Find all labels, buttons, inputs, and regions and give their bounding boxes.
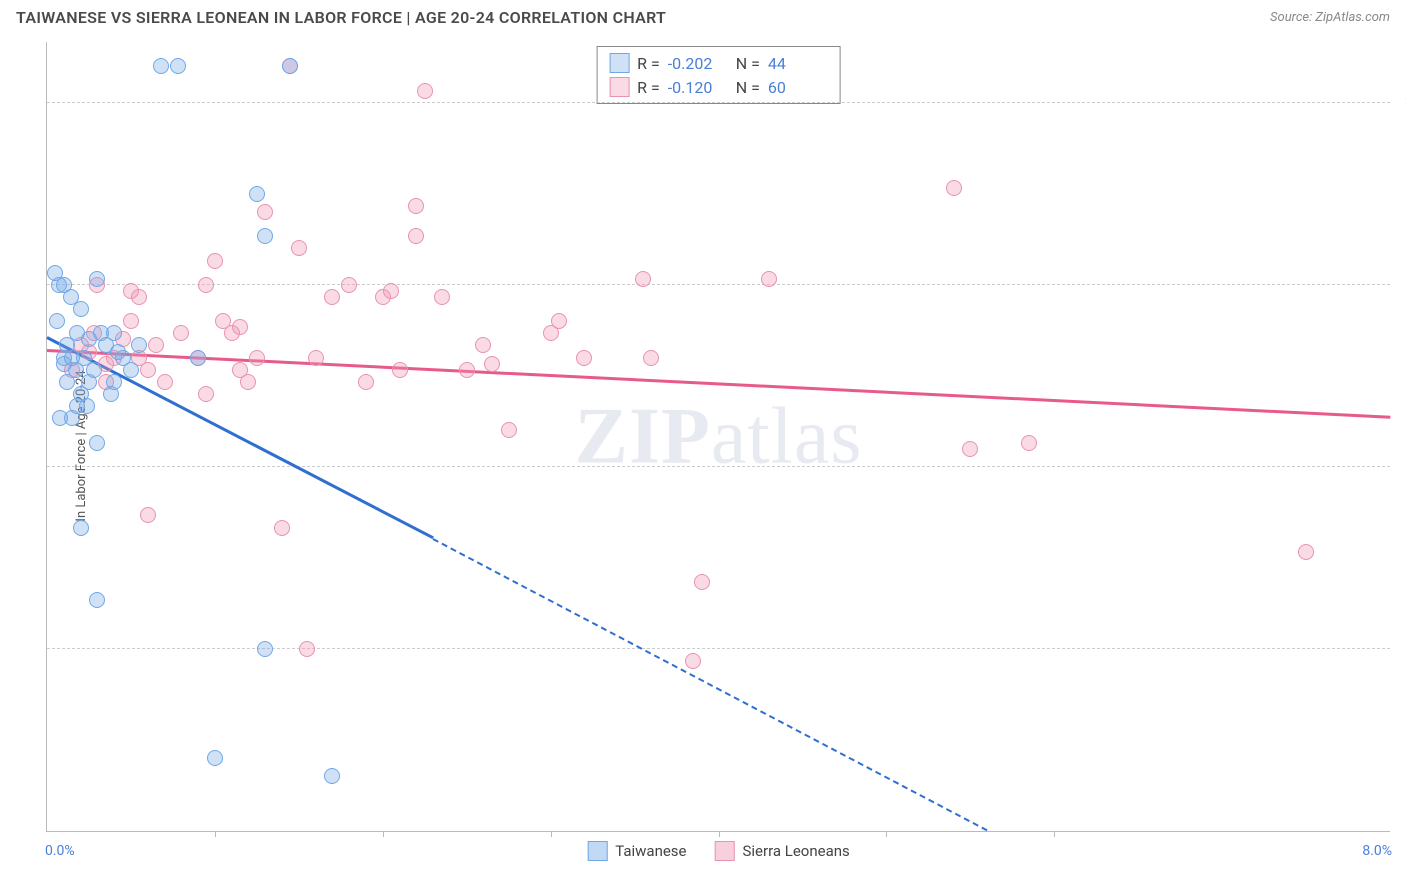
trend-line xyxy=(433,538,988,831)
data-point xyxy=(383,283,399,299)
n-value-sierra-leoneans: 60 xyxy=(768,78,828,97)
data-point xyxy=(1021,435,1037,451)
data-point xyxy=(86,362,102,378)
data-point xyxy=(341,277,357,293)
data-point xyxy=(324,289,340,305)
data-point xyxy=(643,350,659,366)
data-point xyxy=(946,180,962,196)
legend-swatch-taiwanese xyxy=(587,841,607,861)
data-point xyxy=(501,422,517,438)
data-point xyxy=(148,337,164,353)
data-point xyxy=(89,435,105,451)
data-point xyxy=(79,398,95,414)
x-axis-label-left: 0.0% xyxy=(45,843,75,859)
stats-legend: R = -0.202 N = 44 R = -0.120 N = 60 xyxy=(596,46,841,104)
data-point xyxy=(484,356,500,372)
chart-plot-area: ZIPatlas R = -0.202 N = 44 R = -0.120 N … xyxy=(46,42,1390,832)
data-point xyxy=(761,271,777,287)
data-point xyxy=(207,750,223,766)
data-point xyxy=(93,325,109,341)
gridline xyxy=(47,648,1390,649)
data-point xyxy=(291,240,307,256)
data-point xyxy=(170,58,186,74)
data-point xyxy=(68,362,84,378)
x-tick xyxy=(383,831,384,837)
data-point xyxy=(257,228,273,244)
data-point xyxy=(417,83,433,99)
data-point xyxy=(408,228,424,244)
legend-label-sierra-leoneans: Sierra Leoneans xyxy=(743,842,850,860)
data-point xyxy=(198,277,214,293)
data-point xyxy=(249,350,265,366)
data-point xyxy=(299,641,315,657)
data-point xyxy=(232,362,248,378)
data-point xyxy=(576,350,592,366)
data-point xyxy=(110,344,126,360)
data-point xyxy=(249,186,265,202)
data-point xyxy=(694,574,710,590)
source-attribution: Source: ZipAtlas.com xyxy=(1270,10,1390,25)
swatch-sierra-leoneans xyxy=(609,77,629,97)
swatch-taiwanese xyxy=(609,53,629,73)
stats-row-sierra-leoneans: R = -0.120 N = 60 xyxy=(609,75,828,99)
data-point xyxy=(257,641,273,657)
legend-item-taiwanese: Taiwanese xyxy=(587,841,686,861)
data-point xyxy=(392,362,408,378)
r-value-taiwanese: -0.202 xyxy=(668,54,728,73)
data-point xyxy=(358,374,374,390)
bottom-legend: Taiwanese Sierra Leoneans xyxy=(587,841,850,861)
data-point xyxy=(459,362,475,378)
data-point xyxy=(232,319,248,335)
watermark: ZIPatlas xyxy=(575,391,863,482)
data-point xyxy=(123,313,139,329)
header: TAIWANESE VS SIERRA LEONEAN IN LABOR FOR… xyxy=(0,0,1406,33)
data-point xyxy=(157,374,173,390)
data-point xyxy=(173,325,189,341)
data-point xyxy=(123,362,139,378)
data-point xyxy=(207,253,223,269)
r-value-sierra-leoneans: -0.120 xyxy=(668,78,728,97)
data-point xyxy=(89,592,105,608)
data-point xyxy=(190,350,206,366)
data-point xyxy=(685,653,701,669)
legend-label-taiwanese: Taiwanese xyxy=(615,842,686,860)
x-tick xyxy=(719,831,720,837)
data-point xyxy=(63,289,79,305)
data-point xyxy=(103,386,119,402)
x-tick xyxy=(1054,831,1055,837)
data-point xyxy=(434,289,450,305)
x-tick xyxy=(886,831,887,837)
gridline xyxy=(47,284,1390,285)
data-point xyxy=(408,198,424,214)
data-point xyxy=(635,271,651,287)
data-point xyxy=(153,58,169,74)
legend-swatch-sierra-leoneans xyxy=(715,841,735,861)
data-point xyxy=(198,386,214,402)
data-point xyxy=(123,283,139,299)
x-axis-label-right: 8.0% xyxy=(1362,843,1392,859)
data-point xyxy=(551,313,567,329)
data-point xyxy=(274,520,290,536)
data-point xyxy=(282,58,298,74)
data-point xyxy=(324,768,340,784)
x-tick xyxy=(551,831,552,837)
data-point xyxy=(962,441,978,457)
data-point xyxy=(140,507,156,523)
data-point xyxy=(73,520,89,536)
data-point xyxy=(475,337,491,353)
legend-item-sierra-leoneans: Sierra Leoneans xyxy=(715,841,850,861)
data-point xyxy=(131,337,147,353)
data-point xyxy=(308,350,324,366)
gridline xyxy=(47,466,1390,467)
chart-title: TAIWANESE VS SIERRA LEONEAN IN LABOR FOR… xyxy=(16,8,666,27)
data-point xyxy=(49,313,65,329)
gridline xyxy=(47,102,1390,103)
stats-row-taiwanese: R = -0.202 N = 44 xyxy=(609,51,828,75)
data-point xyxy=(89,271,105,287)
data-point xyxy=(52,410,68,426)
x-tick xyxy=(215,831,216,837)
data-point xyxy=(257,204,273,220)
n-value-taiwanese: 44 xyxy=(768,54,828,73)
data-point xyxy=(1298,544,1314,560)
